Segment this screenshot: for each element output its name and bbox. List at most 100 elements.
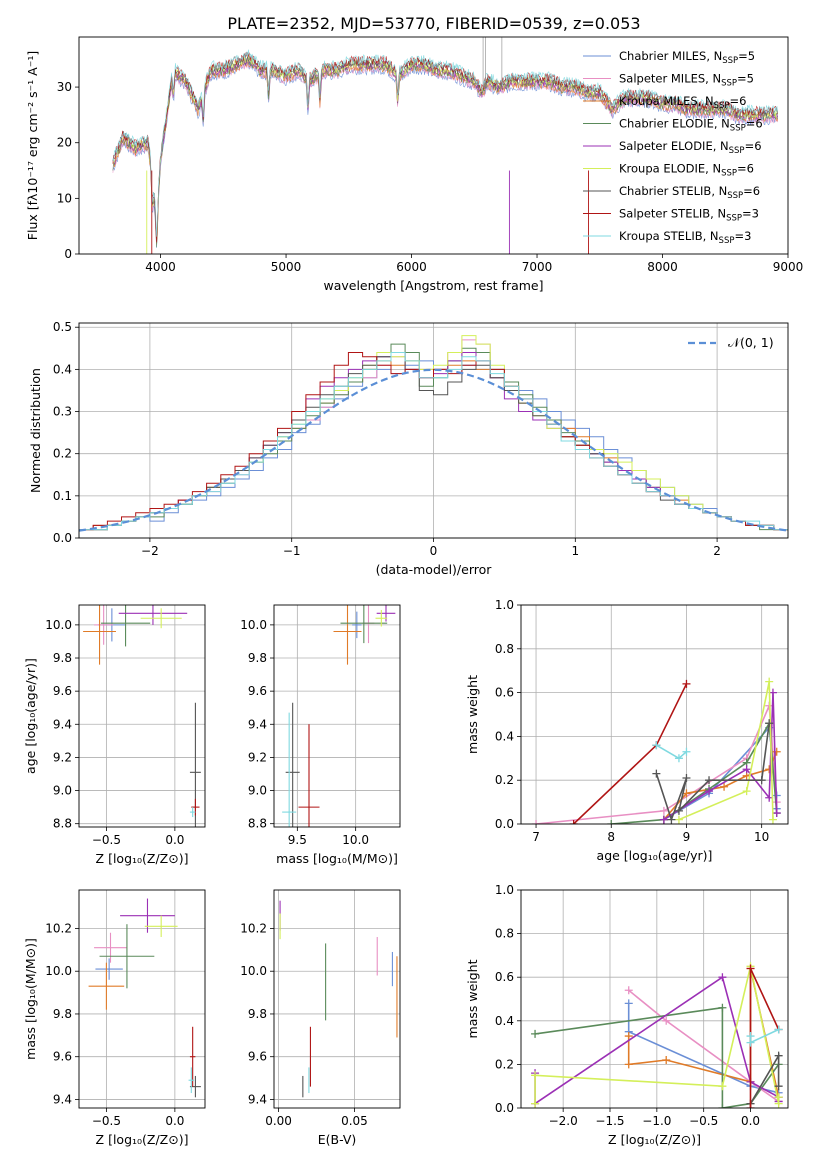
mass_weight_vs_age-panel: 7 8 9 10 0.0 0.2 0.4 0.6 0.8 1.0 age [log₁₀(age/yr… — [465, 598, 789, 863]
y-tick-label: 9.8 — [248, 651, 267, 665]
y-tick-label: 0.4 — [495, 1014, 514, 1028]
legend-label-tail: =6 — [745, 139, 762, 153]
x-axis-label: mass [log₁₀(M/M⊙)] — [276, 851, 398, 866]
y-tick-label: 0.1 — [53, 489, 72, 503]
weight-marker-kroupa_elodie — [742, 787, 751, 796]
weight-marker-salpeter_elodie — [659, 815, 668, 824]
legend-label: Chabrier STELIB, NSSP=6 — [619, 184, 760, 201]
y-tick-label: 0.4 — [495, 729, 514, 743]
legend-label: Kroupa ELODIE, NSSP=6 — [619, 162, 754, 179]
y-tick-label: 9.0 — [53, 784, 72, 798]
x-axis-label: wavelength [Angstrom, rest frame] — [323, 278, 543, 293]
x-axis-label: Z [log₁₀(Z/Z⊙)] — [96, 1132, 189, 1147]
y-tick-label: 0.2 — [53, 447, 72, 461]
weight-marker-kroupa_elodie — [531, 1071, 540, 1080]
weight-line-salpeter_stelib — [573, 683, 688, 824]
y-tick-label: 10.0 — [45, 618, 72, 632]
x-tick-label: 8 — [607, 830, 615, 844]
axes-frame — [78, 36, 789, 255]
y-tick-label: 30 — [57, 80, 72, 94]
legend-label-subscript: SSP — [719, 236, 735, 246]
mass_weight_vs_Z-panel: −2.0 −1.5 −1.0 −0.5 0.0 0.0 0.2 0.4 0.6 0.8 1.0 Z [… — [465, 883, 789, 1147]
legend-label-base: Kroupa STELIB, N — [619, 229, 719, 243]
mass_vs_ebv-panel: 0.00 0.05 9.4 9.6 9.8 10.0 10.2 E(B-V) — [240, 889, 401, 1147]
x-tick-label: 2 — [713, 544, 721, 558]
y-axis-label: mass weight — [465, 675, 480, 754]
legend-label: 𝒩(0, 1) — [728, 335, 774, 350]
x-axis-label: age [log₁₀(age/yr)] — [597, 848, 713, 863]
y-axis-label: Normed distribution — [28, 368, 43, 493]
weight-marker-salpeter_stelib — [746, 1104, 755, 1108]
weight-marker-kroupa_elodie — [765, 677, 774, 686]
weight-marker-kroupa_elodie — [718, 1082, 727, 1091]
legend-label-subscript: SSP — [721, 169, 737, 179]
axes-frame — [78, 322, 789, 539]
y-tick-label: 9.4 — [53, 717, 72, 731]
mass_vs_Z-plot-area — [88, 898, 201, 1098]
legend-label-tail: =5 — [738, 49, 755, 63]
weight-line-kroupa_stelib — [655, 744, 688, 760]
x-tick-label: −1.0 — [642, 1114, 671, 1128]
y-tick-label: 0.0 — [495, 817, 514, 831]
spectrum-line-salpeter_stelib — [112, 52, 778, 243]
weight-marker-kroupa_miles — [772, 747, 781, 756]
weight-marker-chabrier_stelib — [667, 815, 676, 824]
mass_vs_ebv-plot-area — [279, 900, 398, 1098]
x-tick-label: 1 — [571, 544, 579, 558]
y-tick-label: 8.8 — [53, 817, 72, 831]
y-tick-label: 0.6 — [495, 970, 514, 984]
y-tick-label: 10.2 — [240, 921, 267, 935]
axes-frame — [273, 604, 401, 828]
y-tick-label: 10.0 — [45, 964, 72, 978]
x-axis-label: Z [log₁₀(Z/Z⊙)] — [608, 1132, 701, 1147]
weight-marker-kroupa_miles — [682, 789, 691, 798]
y-tick-label: 0.8 — [495, 642, 514, 656]
weight-line-kroupa_elodie — [678, 681, 774, 821]
legend-label-tail: =6 — [746, 117, 763, 131]
weight-marker-chabrier_elodie — [718, 1003, 727, 1012]
x-tick-label: −0.5 — [689, 1114, 718, 1128]
y-tick-label: 9.8 — [53, 651, 72, 665]
y-tick-label: 8.8 — [248, 817, 267, 831]
x-tick-label: 6000 — [396, 260, 427, 274]
x-tick-label: 7 — [532, 830, 540, 844]
weight-marker-chabrier_stelib — [765, 719, 774, 728]
y-tick-label: 0 — [64, 247, 72, 261]
weight-marker-salpeter_stelib — [746, 964, 755, 973]
x-tick-label: 8000 — [647, 260, 678, 274]
spectrum-line-kroupa_elodie — [112, 54, 778, 240]
x-tick-label: 0.0 — [741, 1114, 760, 1128]
weight-marker-salpeter_miles — [659, 806, 668, 815]
y-tick-label: 9.8 — [248, 1007, 267, 1021]
x-tick-label: 9.5 — [288, 833, 307, 847]
legend-label-tail: =3 — [742, 207, 759, 221]
x-tick-label: 0.05 — [341, 1114, 368, 1128]
legend-label: Salpeter MILES, NSSP=5 — [619, 72, 754, 89]
y-tick-label: 9.4 — [53, 1092, 72, 1106]
weight-marker-kroupa_elodie — [531, 1099, 540, 1108]
legend-label: Chabrier MILES, NSSP=5 — [619, 49, 755, 66]
y-tick-label: 9.4 — [248, 717, 267, 731]
mass_weight_vs_Z-plot-area — [531, 962, 783, 1108]
y-tick-label: 0.6 — [495, 686, 514, 700]
age_vs_Z-panel: −0.5 0.0 8.8 9.0 9.2 9.4 9.6 9.8 10.0 Z [log₁₀(Z/… — [23, 604, 206, 866]
y-tick-label: 20 — [57, 136, 72, 150]
weight-marker-chabrier_stelib — [705, 776, 714, 785]
weight-marker-kroupa_stelib — [674, 754, 683, 763]
weight-marker-salpeter_elodie — [718, 973, 727, 982]
spectrum-line-kroupa_stelib — [112, 49, 778, 237]
weight-marker-chabrier_stelib — [652, 769, 661, 778]
weight-marker-salpeter_miles — [662, 1016, 671, 1025]
y-tick-label: 1.0 — [495, 883, 514, 897]
weight-marker-kroupa_stelib — [682, 747, 691, 756]
legend-label-base: Salpeter MILES, N — [619, 72, 721, 86]
weight-marker-kroupa_elodie — [774, 1093, 783, 1102]
weight-marker-kroupa_miles — [662, 1056, 671, 1065]
weight-marker-chabrier_elodie — [531, 1029, 540, 1038]
legend-label-base: Salpeter STELIB, N — [619, 207, 726, 221]
legend-label: Kroupa MILES, NSSP=6 — [619, 94, 746, 111]
legend-label-tail: =6 — [729, 94, 746, 108]
y-tick-label: 9.6 — [53, 1050, 72, 1064]
weight-marker-chabrier_stelib — [682, 774, 691, 783]
weight-marker-salpeter_stelib — [682, 679, 691, 688]
